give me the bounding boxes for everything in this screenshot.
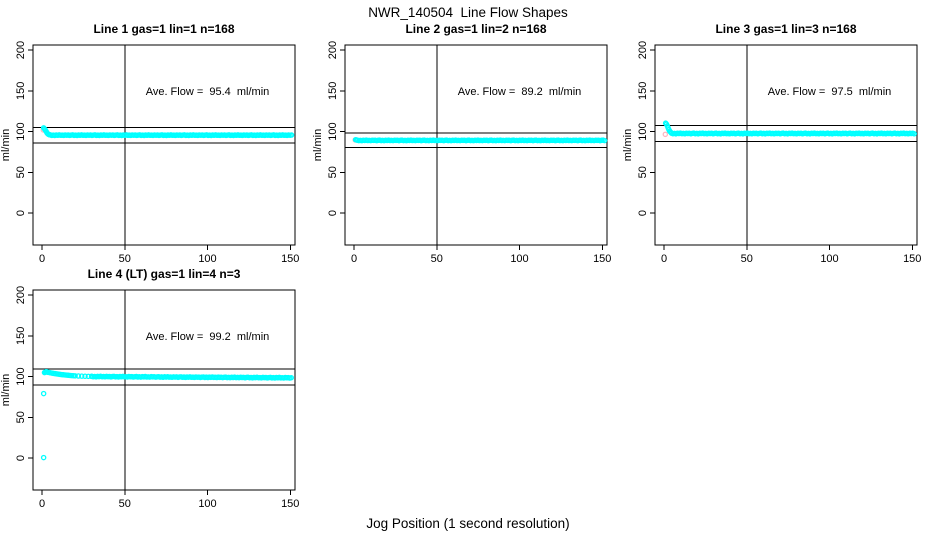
flow-points bbox=[662, 120, 917, 137]
axis-ticks bbox=[340, 49, 603, 250]
svg-text:0: 0 bbox=[327, 210, 339, 216]
figure-title: NWR_140504 Line Flow Shapes bbox=[368, 5, 568, 20]
reference-lines bbox=[345, 45, 607, 245]
svg-text:0: 0 bbox=[39, 498, 45, 510]
reference-lines bbox=[33, 45, 295, 245]
y-axis-label: ml/min bbox=[0, 129, 12, 161]
flow-points bbox=[40, 125, 295, 139]
svg-text:200: 200 bbox=[637, 41, 649, 59]
panel-3-plot: 0 50 100 150 0 50 100 150 200 ml/min Ave. Flow = 9… bbox=[622, 41, 921, 265]
svg-text:100: 100 bbox=[198, 253, 216, 265]
panel-1-plot: 0 50 100 150 0 50 100 150 200 ml/min Ave. Flow = 9… bbox=[0, 41, 299, 265]
y-axis-label: ml/min bbox=[0, 374, 12, 406]
panel-1-title: Line 1 gas=1 lin=1 n=168 bbox=[93, 22, 235, 36]
svg-text:50: 50 bbox=[119, 253, 131, 265]
svg-text:50: 50 bbox=[637, 166, 649, 178]
svg-text:0: 0 bbox=[637, 210, 649, 216]
svg-text:0: 0 bbox=[15, 210, 27, 216]
x-axis-title: Jog Position (1 second resolution) bbox=[366, 516, 570, 531]
reference-lines bbox=[655, 45, 917, 245]
svg-text:150: 150 bbox=[15, 82, 27, 100]
panel-4-plot: 0 50 100 150 0 50 100 150 200 ml/min Ave. Flow = 9… bbox=[0, 286, 299, 510]
flow-points bbox=[40, 368, 294, 461]
svg-text:200: 200 bbox=[15, 286, 27, 304]
svg-text:50: 50 bbox=[15, 411, 27, 423]
svg-text:0: 0 bbox=[39, 253, 45, 265]
plot-box bbox=[344, 44, 608, 246]
svg-text:200: 200 bbox=[15, 41, 27, 59]
panel-3-title: Line 3 gas=1 lin=3 n=168 bbox=[715, 22, 857, 36]
panel-2-title: Line 2 gas=1 lin=2 n=168 bbox=[405, 22, 547, 36]
plot-box bbox=[32, 289, 296, 491]
svg-text:150: 150 bbox=[593, 253, 611, 265]
axis-tick-labels: 0 50 100 150 0 50 100 150 200 ml/min bbox=[0, 41, 299, 265]
svg-text:150: 150 bbox=[637, 82, 649, 100]
axis-tick-labels: 0 50 100 150 0 50 100 150 200 ml/min bbox=[622, 41, 921, 265]
panel-line-3: Line 3 gas=1 lin=3 n=168 0 50 100 150 0 50 100… bbox=[622, 22, 922, 272]
panel-2-plot: 0 50 100 150 0 50 100 150 200 ml/min Ave. Flow = 8… bbox=[312, 41, 611, 265]
flow-points bbox=[352, 136, 608, 144]
panel-4-title: Line 4 (LT) gas=1 lin=4 n=3 bbox=[87, 267, 241, 281]
panel-line-1: Line 1 gas=1 lin=1 n=168 0 50 100 150 0 50 100… bbox=[0, 22, 300, 272]
svg-text:50: 50 bbox=[119, 498, 131, 510]
ave-flow-annotation: Ave. Flow = 97.5 ml/min bbox=[768, 86, 892, 98]
svg-text:0: 0 bbox=[351, 253, 357, 265]
svg-text:150: 150 bbox=[281, 498, 299, 510]
svg-text:100: 100 bbox=[198, 498, 216, 510]
ave-flow-annotation: Ave. Flow = 99.2 ml/min bbox=[146, 331, 270, 343]
first-point-markers bbox=[662, 131, 669, 138]
axis-ticks bbox=[28, 49, 291, 250]
svg-text:150: 150 bbox=[327, 82, 339, 100]
svg-text:100: 100 bbox=[15, 122, 27, 140]
plot-box bbox=[654, 44, 918, 246]
panel-line-2: Line 2 gas=1 lin=2 n=168 0 50 100 150 0 50 100… bbox=[312, 22, 612, 272]
svg-text:50: 50 bbox=[327, 166, 339, 178]
ave-flow-annotation: Ave. Flow = 89.2 ml/min bbox=[458, 86, 582, 98]
svg-text:0: 0 bbox=[661, 253, 667, 265]
svg-text:50: 50 bbox=[741, 253, 753, 265]
svg-text:200: 200 bbox=[327, 41, 339, 59]
svg-text:100: 100 bbox=[510, 253, 528, 265]
svg-text:100: 100 bbox=[327, 122, 339, 140]
svg-text:150: 150 bbox=[903, 253, 921, 265]
y-axis-label: ml/min bbox=[312, 129, 324, 161]
reference-lines bbox=[33, 290, 295, 490]
svg-text:100: 100 bbox=[820, 253, 838, 265]
axis-ticks bbox=[28, 294, 291, 495]
svg-text:50: 50 bbox=[431, 253, 443, 265]
axis-tick-labels: 0 50 100 150 0 50 100 150 200 ml/min bbox=[312, 41, 611, 265]
svg-text:150: 150 bbox=[15, 327, 27, 345]
plot-box bbox=[32, 44, 296, 246]
axis-ticks bbox=[650, 49, 913, 250]
svg-text:50: 50 bbox=[15, 166, 27, 178]
y-axis-label: ml/min bbox=[622, 129, 634, 161]
svg-text:100: 100 bbox=[15, 367, 27, 385]
svg-text:150: 150 bbox=[281, 253, 299, 265]
svg-text:0: 0 bbox=[15, 455, 27, 461]
svg-text:100: 100 bbox=[637, 122, 649, 140]
panel-line-4: Line 4 (LT) gas=1 lin=4 n=3 0 50 100 150 0 50… bbox=[0, 267, 300, 517]
axis-tick-labels: 0 50 100 150 0 50 100 150 200 ml/min bbox=[0, 286, 299, 510]
ave-flow-annotation: Ave. Flow = 95.4 ml/min bbox=[146, 86, 270, 98]
